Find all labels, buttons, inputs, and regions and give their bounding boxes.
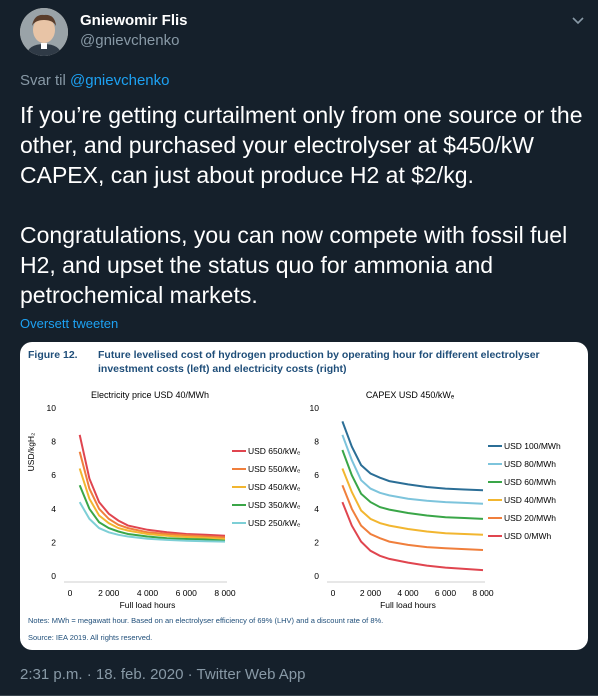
x-tick-label: 8 000 (472, 588, 494, 598)
legend-label: USD 250/kWₑ (248, 518, 300, 528)
legend-label: USD 20/MWh (504, 513, 556, 523)
x-tick-label: 4 000 (137, 588, 159, 598)
x-tick-label: 2 000 (98, 588, 120, 598)
y-axis-label: USD/kgH₂ (26, 433, 36, 472)
series-line (341, 501, 484, 572)
legend-label: USD 650/kWₑ (248, 446, 300, 456)
author-avatar[interactable] (20, 8, 68, 56)
legend-label: USD 0/MWh (504, 531, 552, 541)
x-tick-label: 6 000 (435, 588, 457, 598)
y-tick-label: 8 (51, 437, 56, 447)
tweet-client[interactable]: Twitter Web App (196, 666, 306, 683)
figure-source: Source: IEA 2019. All rights reserved. (28, 633, 152, 642)
x-tick-label: 6 000 (176, 588, 198, 598)
translate-tweet-link[interactable]: Oversett tweeten (20, 316, 119, 331)
x-tick-label: 2 000 (360, 588, 382, 598)
figure-caption: Future levelised cost of hydrogen produc… (98, 349, 540, 361)
reply-context: Svar til @gnievchenko (20, 72, 169, 89)
y-tick-label: 2 (51, 537, 56, 547)
y-tick-label: 10 (47, 403, 57, 413)
reply-handle-link[interactable]: @gnievchenko (70, 72, 170, 89)
reply-prefix: Svar til (20, 72, 66, 89)
chart-title: CAPEX USD 450/kWₑ (366, 390, 455, 400)
tweet-text: If you’re getting curtailment only from … (20, 100, 585, 310)
tweet-paragraph: Congratulations, you can now compete wit… (20, 222, 568, 308)
series-line (78, 451, 226, 539)
author-name[interactable]: Gniewomir Flis (80, 12, 188, 29)
series-line (341, 449, 484, 520)
figure-caption: investment costs (left) and electricity … (98, 363, 347, 375)
chevron-down-icon (572, 17, 584, 25)
x-axis-label: Full load hours (120, 600, 176, 610)
figure-svg: Figure 12. Future levelised cost of hydr… (26, 349, 561, 642)
y-tick-label: 2 (314, 537, 319, 547)
legend-label: USD 40/MWh (504, 495, 556, 505)
y-tick-label: 0 (51, 571, 56, 581)
tweet-meta: 2:31 p.m. · 18. feb. 2020 · Twitter Web … (20, 666, 305, 683)
tweet-media-image[interactable]: Figure 12. Future levelised cost of hydr… (20, 342, 588, 650)
series-line (78, 501, 226, 543)
y-tick-label: 6 (314, 470, 319, 480)
x-tick-label: 4 000 (397, 588, 419, 598)
figure-notes: Notes: MWh = megawatt hour. Based on an … (28, 616, 383, 625)
x-axis-label: Full load hours (380, 600, 436, 610)
y-tick-label: 4 (314, 504, 319, 514)
series-line (341, 434, 484, 505)
legend-label: USD 450/kWₑ (248, 482, 300, 492)
tweet-paragraph: If you’re getting curtailment only from … (20, 102, 583, 188)
series-line (341, 484, 484, 551)
series-line (78, 484, 226, 542)
legend-label: USD 550/kWₑ (248, 464, 300, 474)
legend-label: USD 100/MWh (504, 441, 561, 451)
series-line (78, 468, 226, 540)
chart-1: Electricity price USD 40/MWh 0 2 4 6 8 10 0 2 00… (26, 390, 300, 610)
series-line (341, 421, 484, 492)
author-handle[interactable]: @gnievchenko (80, 32, 180, 49)
chart-title: Electricity price USD 40/MWh (91, 390, 209, 400)
y-tick-label: 4 (51, 504, 56, 514)
separator: · (187, 666, 197, 683)
tweet-timestamp[interactable]: 2:31 p.m. · 18. feb. 2020 (20, 666, 184, 683)
y-tick-label: 6 (51, 470, 56, 480)
legend-label: USD 80/MWh (504, 459, 556, 469)
y-tick-label: 0 (314, 571, 319, 581)
series-line (78, 434, 226, 537)
series-line (341, 468, 484, 536)
x-tick-label: 0 (331, 588, 336, 598)
legend-label: USD 60/MWh (504, 477, 556, 487)
x-tick-label: 0 (68, 588, 73, 598)
y-tick-label: 8 (314, 437, 319, 447)
more-options-button[interactable] (568, 10, 588, 30)
y-tick-label: 10 (310, 403, 320, 413)
x-tick-label: 8 000 (214, 588, 236, 598)
figure-label: Figure 12. (28, 349, 78, 361)
chart-2: CAPEX USD 450/kWₑ 0 2 4 6 8 10 0 2 000 4 000 6 000… (310, 390, 561, 610)
avatar-image (20, 8, 68, 56)
legend-label: USD 350/kWₑ (248, 500, 300, 510)
